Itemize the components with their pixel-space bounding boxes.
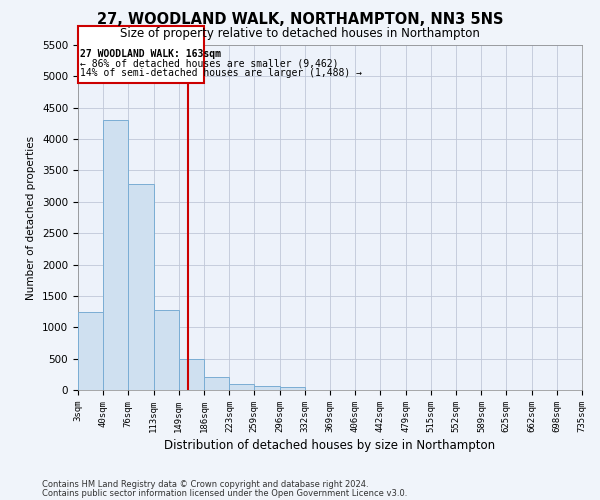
Bar (103, 120, 128, 390)
Bar (154, 310, 179, 390)
Text: 27 WOODLAND WALK: 163sqm: 27 WOODLAND WALK: 163sqm (80, 50, 221, 59)
Bar (78, 312, 103, 390)
X-axis label: Distribution of detached houses by size in Northampton: Distribution of detached houses by size … (164, 439, 496, 452)
Text: 27, WOODLAND WALK, NORTHAMPTON, NN3 5NS: 27, WOODLAND WALK, NORTHAMPTON, NN3 5NS (97, 12, 503, 28)
Y-axis label: Number of detached properties: Number of detached properties (26, 136, 37, 300)
Bar (254, 386, 280, 390)
Bar (229, 384, 254, 390)
Bar (280, 387, 305, 390)
Text: Contains HM Land Registry data © Crown copyright and database right 2024.: Contains HM Land Registry data © Crown c… (42, 480, 368, 489)
Bar (78, 26, 204, 82)
Text: 14% of semi-detached houses are larger (1,488) →: 14% of semi-detached houses are larger (… (80, 68, 362, 78)
Text: Contains public sector information licensed under the Open Government Licence v3: Contains public sector information licen… (42, 488, 407, 498)
Text: Size of property relative to detached houses in Northampton: Size of property relative to detached ho… (120, 28, 480, 40)
Bar (179, 360, 204, 390)
Bar (204, 378, 229, 390)
Text: ← 86% of detached houses are smaller (9,462): ← 86% of detached houses are smaller (9,… (80, 59, 338, 69)
Bar (128, 184, 154, 390)
